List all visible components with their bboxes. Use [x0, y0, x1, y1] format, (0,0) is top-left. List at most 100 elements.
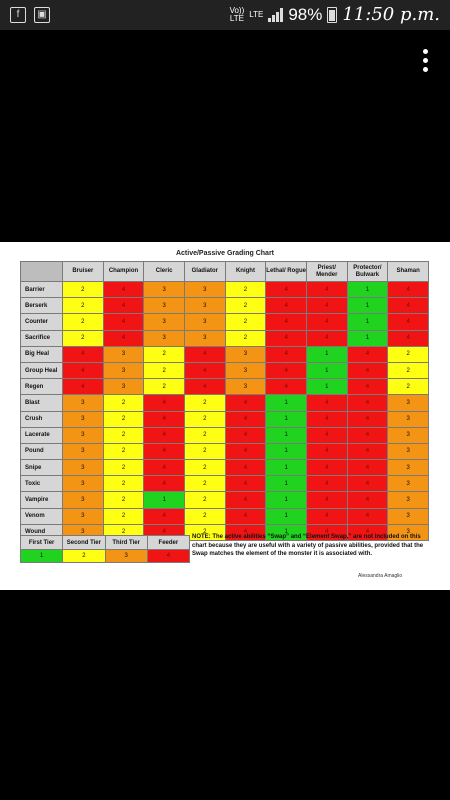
grade-cell: 2: [183, 523, 226, 542]
table-row: Berserk 2 4 3 3 2 4 4 1 4: [20, 297, 429, 315]
table-row: Counter 2 4 3 3 2 4 4 1 4: [20, 313, 429, 331]
row-label: Snipe: [20, 459, 63, 477]
grade-cell: 3: [102, 361, 145, 380]
grade-cell: 4: [102, 313, 145, 331]
grade-cell: 3: [62, 426, 104, 444]
row-label: Regen: [20, 378, 63, 396]
battery-icon: [327, 6, 338, 23]
row-label: Toxic: [20, 475, 63, 493]
column-header: Cleric: [143, 261, 185, 282]
grade-cell: 4: [224, 426, 267, 444]
legend-label: First Tier: [19, 535, 64, 550]
legend-swatch: 3: [104, 549, 148, 563]
grade-cell: 2: [102, 394, 145, 412]
grade-cell: 3: [387, 491, 429, 509]
grade-cell: 4: [305, 442, 348, 461]
grade-cell: 3: [102, 345, 145, 363]
column-header: Champion: [102, 261, 145, 282]
grade-cell: 4: [346, 442, 389, 461]
row-label: Big Heal: [20, 345, 63, 363]
grade-cell: 3: [62, 475, 104, 493]
grade-cell: 4: [346, 491, 389, 509]
grade-cell: 2: [62, 297, 104, 315]
grade-cell: 4: [387, 329, 429, 347]
grade-cell: 2: [62, 313, 104, 331]
legend-label: Third Tier: [104, 535, 148, 550]
row-label: Pound: [20, 442, 63, 461]
grade-cell: 1: [265, 394, 307, 412]
grade-cell: 4: [224, 394, 267, 412]
column-header: Shaman: [387, 261, 429, 282]
grade-cell: 1: [143, 491, 185, 509]
row-label: Sacrifice: [20, 329, 63, 347]
grade-cell: 1: [265, 426, 307, 444]
grade-cell: 1: [305, 345, 348, 363]
column-header: Gladiator: [183, 261, 226, 282]
grade-cell: 3: [143, 313, 185, 331]
grade-cell: 3: [387, 475, 429, 493]
grade-cell: 3: [387, 426, 429, 444]
row-label: Group Heal: [20, 361, 63, 380]
grade-cell: 1: [346, 297, 389, 315]
grade-cell: 4: [346, 523, 389, 542]
grade-cell: 4: [305, 475, 348, 493]
grade-cell: 2: [224, 280, 267, 299]
grade-cell: 4: [224, 491, 267, 509]
row-label: Lacerate: [20, 426, 63, 444]
row-label: Crush: [20, 410, 63, 428]
overflow-menu-icon[interactable]: [420, 47, 430, 77]
grade-cell: 1: [305, 361, 348, 380]
table-row: Regen 4 3 2 4 3 4 1 4 2: [20, 378, 429, 396]
grade-cell: 2: [183, 491, 226, 509]
grade-cell: 2: [183, 459, 226, 477]
legend-swatch: 1: [19, 549, 64, 563]
grade-cell: 2: [387, 345, 429, 363]
row-label: Venom: [20, 507, 63, 525]
table-row: Big Heal 4 3 2 4 3 4 1 4 2: [20, 345, 429, 363]
grade-cell: 4: [305, 426, 348, 444]
grade-cell: 2: [62, 329, 104, 347]
author-credit: Alessandra Amaglio: [358, 573, 403, 579]
grade-cell: 4: [346, 507, 389, 525]
grade-cell: 4: [305, 280, 348, 299]
column-header: Knight: [224, 261, 267, 282]
grade-cell: 1: [305, 378, 348, 396]
grade-cell: 4: [265, 361, 307, 380]
grade-cell: 4: [183, 378, 226, 396]
grade-cell: 2: [224, 329, 267, 347]
grade-cell: 3: [143, 329, 185, 347]
volte-indicator: Vo)) LTE: [229, 5, 245, 23]
grade-cell: 3: [183, 329, 226, 347]
grade-cell: 4: [143, 426, 185, 444]
grade-cell: 3: [224, 361, 267, 380]
grade-cell: 2: [102, 475, 145, 493]
grade-cell: 2: [143, 361, 185, 380]
grade-cell: 3: [62, 459, 104, 477]
legend-swatch: 2: [62, 549, 106, 563]
grade-cell: 3: [387, 442, 429, 461]
grade-cell: 2: [102, 459, 145, 477]
grade-cell: 3: [183, 280, 226, 299]
table-row: Vampire 3 2 1 2 4 1 4 4 3: [20, 491, 429, 509]
grade-cell: 1: [346, 329, 389, 347]
table-row: Snipe 3 2 4 2 4 1 4 4 3: [20, 459, 429, 477]
row-label: Counter: [20, 313, 63, 331]
grade-cell: 4: [224, 475, 267, 493]
grade-cell: 2: [102, 507, 145, 525]
grade-cell: 4: [62, 378, 104, 396]
grade-cell: 4: [305, 491, 348, 509]
lte-indicator: LTE: [249, 9, 264, 19]
table-row: Lacerate 3 2 4 2 4 1 4 4 3: [20, 426, 429, 444]
grade-cell: 4: [305, 297, 348, 315]
grade-cell: 2: [102, 491, 145, 509]
gallery-icon: ▣: [34, 7, 50, 23]
grade-cell: 4: [62, 345, 104, 363]
status-bar: f ▣ Vo)) LTE LTE 98% 11:50 p.m.: [0, 0, 450, 30]
grade-cell: 4: [62, 361, 104, 380]
grade-cell: 1: [346, 313, 389, 331]
grade-cell: 2: [224, 313, 267, 331]
grade-cell: 2: [183, 394, 226, 412]
column-header: Priest/ Mender: [305, 261, 348, 282]
grade-cell: 4: [183, 361, 226, 380]
grade-cell: 2: [143, 345, 185, 363]
